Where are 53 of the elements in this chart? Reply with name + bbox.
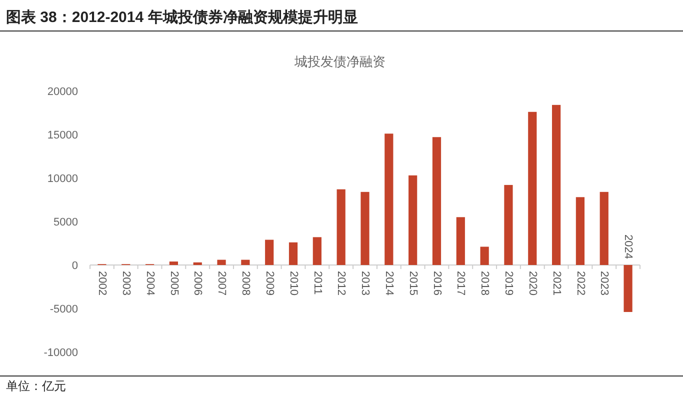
x-tick-label: 2024 xyxy=(622,234,634,259)
bar xyxy=(600,192,608,265)
bar xyxy=(169,262,178,265)
bar xyxy=(288,242,298,265)
x-tick-label: 2023 xyxy=(598,271,610,296)
x-tick-label: 2014 xyxy=(383,271,396,296)
x-tick-label: 2022 xyxy=(574,271,586,296)
y-tick-label: 10000 xyxy=(47,173,78,185)
y-tick-label: 20000 xyxy=(47,86,78,98)
x-tick-label: 2019 xyxy=(502,271,515,296)
bar xyxy=(312,237,322,265)
x-tick-label: 2003 xyxy=(120,271,132,296)
x-tick-label: 2005 xyxy=(168,271,180,296)
y-tick-label: 15000 xyxy=(47,130,78,142)
bar xyxy=(336,189,346,265)
bar xyxy=(624,265,632,312)
x-tick-label: 2008 xyxy=(240,271,252,296)
x-tick-label: 2011 xyxy=(311,271,324,295)
bar xyxy=(241,260,250,265)
bar xyxy=(504,184,513,265)
x-tick-label: 2010 xyxy=(287,271,300,296)
text: 单位：亿元 xyxy=(6,379,66,393)
x-tick-label: 2020 xyxy=(526,271,538,296)
y-tick-label: 5000 xyxy=(54,216,78,228)
x-tick-label: 2004 xyxy=(144,271,156,296)
bar xyxy=(432,137,442,265)
bar xyxy=(552,104,561,265)
x-tick-label: 2002 xyxy=(96,271,108,296)
x-tick-label: 2012 xyxy=(335,271,348,296)
bar xyxy=(360,192,370,265)
bar xyxy=(528,112,537,265)
chart-title: 图表 38：2012-2014 年城投债券净融资规模提升明显 xyxy=(6,9,358,26)
bar xyxy=(408,175,418,265)
x-tick-label: 2017 xyxy=(454,271,467,296)
x-tick-label: 2009 xyxy=(263,271,276,296)
x-tick-label: 2016 xyxy=(430,271,443,296)
x-tick-label: 2013 xyxy=(359,271,372,296)
x-tick-label: 2007 xyxy=(216,271,228,296)
x-tick-label: 2021 xyxy=(550,271,562,296)
x-tick-label: 2018 xyxy=(478,271,491,296)
bar xyxy=(456,217,465,265)
y-tick-label: -10000 xyxy=(44,347,78,359)
x-tick-label: 2006 xyxy=(192,271,204,296)
bar xyxy=(217,260,226,265)
y-tick-label: -5000 xyxy=(50,304,78,316)
y-tick-label: 0 xyxy=(72,260,78,272)
bar xyxy=(193,262,202,265)
bar xyxy=(265,240,274,265)
bar xyxy=(384,134,394,265)
bar xyxy=(480,246,489,265)
chart-subtitle: 城投发债净融资 xyxy=(294,54,386,69)
x-tick-label: 2015 xyxy=(406,271,419,296)
bar xyxy=(576,197,585,265)
